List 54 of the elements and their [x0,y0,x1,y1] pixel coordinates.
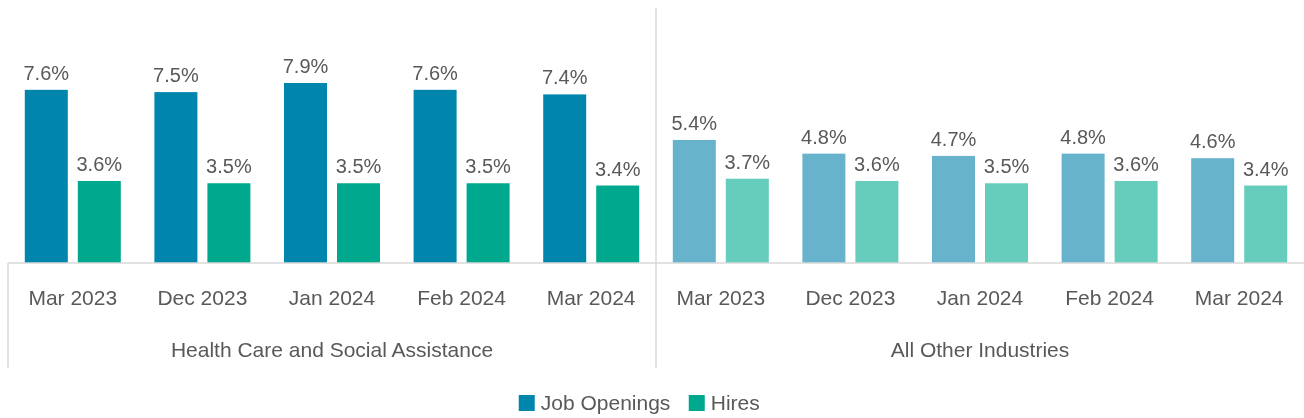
data-label: 7.6% [412,61,459,84]
data-label: 3.4% [594,157,641,180]
x-tick-label: Dec 2023 [805,286,896,309]
bar [77,180,121,263]
x-tick-label: Feb 2024 [1065,286,1155,309]
data-label: 3.5% [206,155,252,178]
legend-label: Hires [710,391,760,414]
x-tick-label: Feb 2024 [417,286,507,309]
x-tick-label: Mar 2024 [546,286,636,309]
bar [466,183,510,263]
data-label: 3.5% [983,155,1030,178]
data-label: 3.5% [465,155,512,178]
x-tick-label: Mar 2023 [28,286,118,309]
bar [543,94,587,263]
text: All Other Industries [890,338,1070,361]
data-label: 4.8% [801,125,847,148]
bar [802,153,846,263]
x-tick-label: Jan 2024 [936,286,1024,309]
x-tick-label: Dec 2023 [157,286,248,309]
data-label: 5.4% [671,111,718,134]
bar [1061,153,1105,263]
bar [154,92,198,263]
bar [985,183,1028,263]
legend-label: Job Openings [540,391,671,414]
text: Health Care and Social Assistance [170,338,494,361]
bar [672,139,716,263]
data-label: 3.6% [1113,152,1160,175]
data-label: 4.6% [1189,130,1236,153]
bar [413,89,457,263]
data-label: 3.7% [724,150,771,173]
data-label: 7.4% [541,66,588,89]
data-label: 3.6% [76,152,123,175]
x-tick-label: Jan 2024 [288,286,376,309]
data-label: 7.5% [153,64,199,87]
bar [855,180,899,263]
data-label: 4.7% [930,127,977,150]
bar [284,83,327,263]
data-label: 7.9% [282,55,329,77]
data-label: 7.6% [23,61,70,84]
bar [725,178,769,263]
x-tick-label: Mar 2024 [1194,286,1284,309]
data-label: 4.8% [1060,125,1107,148]
bar [207,183,251,263]
bar [337,183,380,263]
bar [596,185,640,263]
data-label: 3.6% [854,152,900,175]
bar [1191,158,1235,263]
bar [24,89,68,263]
x-tick-label: Mar 2023 [676,286,766,309]
data-label: 3.5% [335,155,382,178]
bar [1244,185,1288,263]
bar [932,155,975,263]
bar [1114,180,1158,263]
data-label: 3.4% [1242,157,1289,180]
